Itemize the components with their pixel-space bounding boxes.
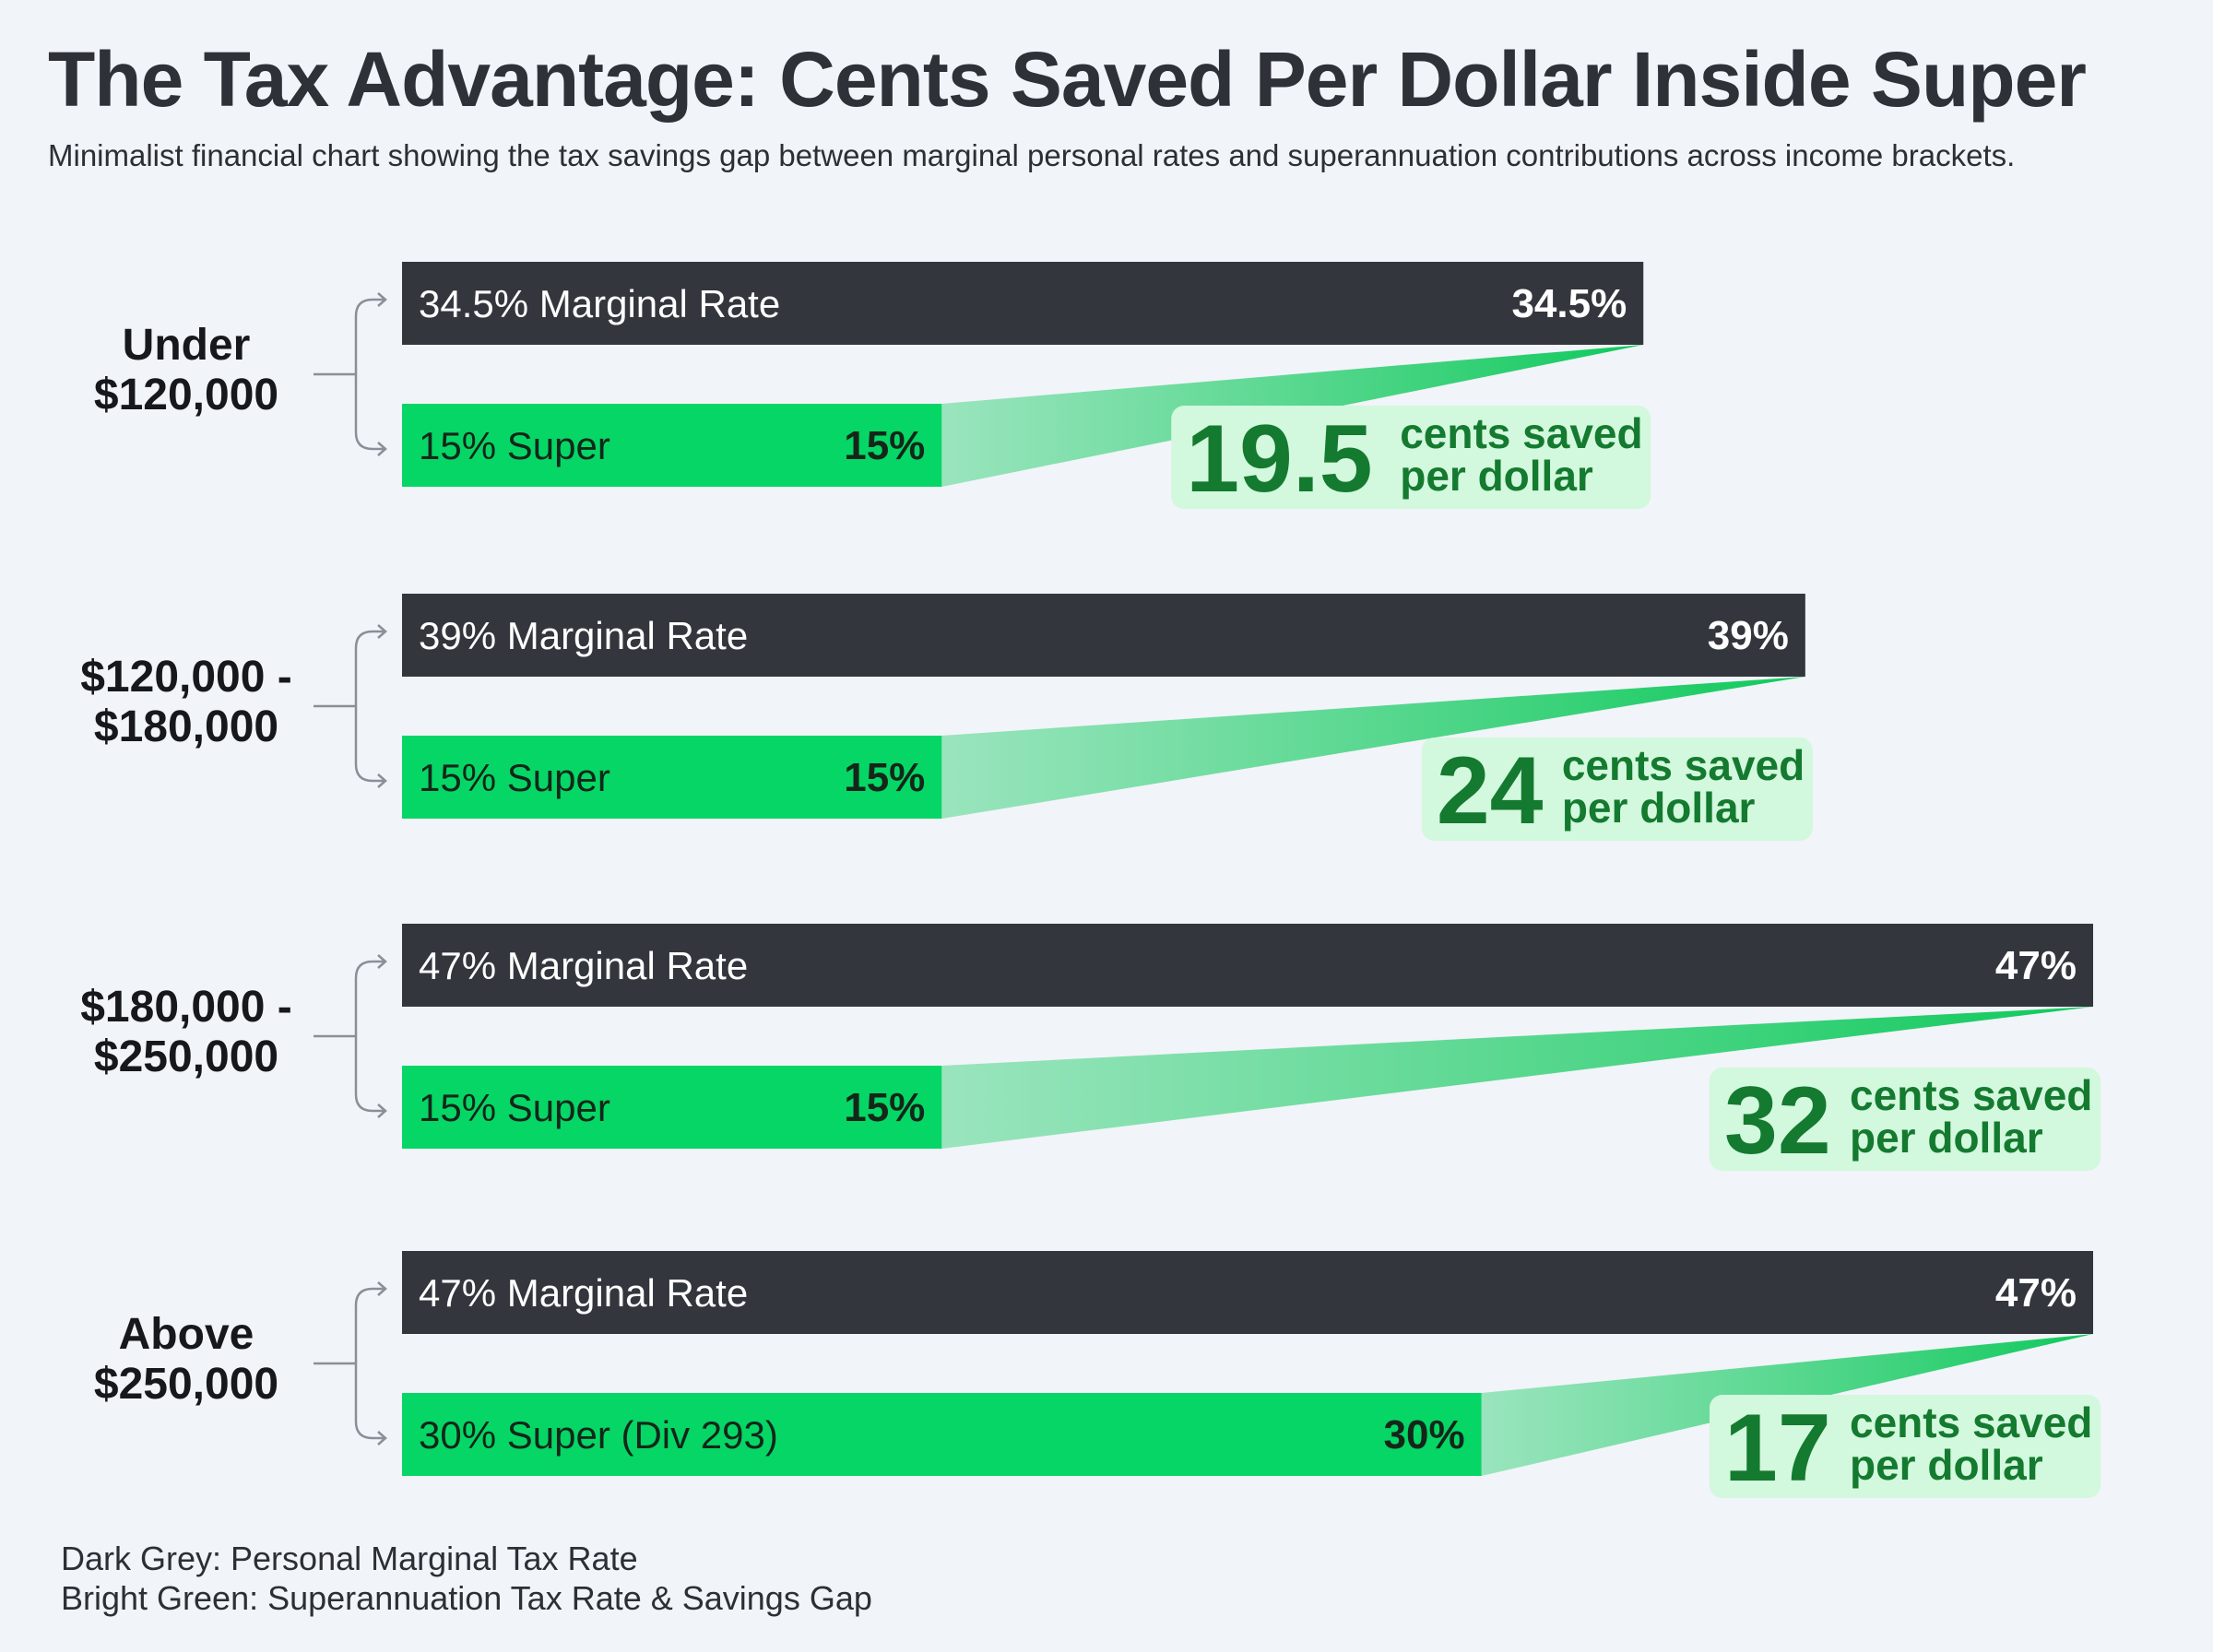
savings-value: 17 xyxy=(1724,1395,1831,1502)
chart-title: The Tax Advantage: Cents Saved Per Dolla… xyxy=(48,36,2087,123)
marginal-value-label: 34.5% xyxy=(1511,281,1627,326)
legend-dark-grey: Dark Grey: Personal Marginal Tax Rate xyxy=(61,1540,638,1577)
savings-value: 24 xyxy=(1437,738,1544,844)
bracket-group-2: 39% Marginal Rate 39% 15% Super 15% $120,000… xyxy=(80,594,1813,844)
marginal-bar-label: 47% Marginal Rate xyxy=(419,944,748,987)
marginal-bar-label: 39% Marginal Rate xyxy=(419,614,748,657)
category-label: Under $120,000 xyxy=(94,321,278,419)
super-rate-bar xyxy=(402,404,942,487)
marginal-bar-label: 47% Marginal Rate xyxy=(419,1271,748,1315)
category-label-line: $250,000 xyxy=(94,1360,278,1409)
savings-unit-line: per dollar xyxy=(1400,452,1593,500)
category-label-line: Under xyxy=(123,321,251,370)
savings-badge xyxy=(1171,406,1651,509)
legend-bright-green: Bright Green: Superannuation Tax Rate & … xyxy=(61,1579,872,1617)
super-bar-label: 15% Super xyxy=(419,756,610,799)
savings-unit-line: per dollar xyxy=(1850,1441,2043,1489)
category-label: $120,000 -$180,000 xyxy=(80,653,292,751)
super-bar-label: 15% Super xyxy=(419,1086,610,1129)
super-rate-bar xyxy=(402,1393,1482,1476)
bracket-connector xyxy=(314,624,387,788)
chart-subtitle: Minimalist financial chart showing the t… xyxy=(48,138,2016,172)
savings-value: 19.5 xyxy=(1186,406,1372,513)
marginal-rate-bar xyxy=(402,924,2093,1007)
bracket-group-4: 47% Marginal Rate 47% 30% Super (Div 293) 3… xyxy=(94,1251,2101,1502)
bracket-connector xyxy=(314,954,387,1118)
savings-unit: cents saved per dollar xyxy=(1400,409,1642,500)
savings-gap-ribbon xyxy=(941,345,1644,487)
bracket-connector xyxy=(314,1281,387,1446)
savings-badge xyxy=(1710,1395,2101,1498)
super-rate-bar xyxy=(402,736,942,819)
savings-unit-line: cents saved xyxy=(1562,741,1805,789)
savings-badge xyxy=(1710,1068,2101,1171)
super-rate-bar xyxy=(402,1066,942,1149)
category-label: Above $250,000 xyxy=(94,1310,278,1409)
category-label-line: $250,000 xyxy=(94,1032,278,1081)
savings-unit-line: per dollar xyxy=(1562,784,1756,832)
bracket-group-3: 47% Marginal Rate 47% 15% Super 15% $180,000… xyxy=(80,924,2101,1174)
super-bar-label: 15% Super xyxy=(419,424,610,467)
super-value-label: 15% xyxy=(844,423,925,468)
marginal-rate-bar xyxy=(402,594,1805,677)
marginal-rate-bar xyxy=(402,262,1644,345)
super-value-label: 15% xyxy=(844,755,925,800)
marginal-value-label: 39% xyxy=(1708,613,1789,658)
super-bar-label: 30% Super (Div 293) xyxy=(419,1413,778,1457)
bracket-group-1: 34.5% Marginal Rate 34.5% 15% Super 15% Unde… xyxy=(94,262,1651,513)
super-value-label: 15% xyxy=(844,1085,925,1130)
savings-unit-line: per dollar xyxy=(1850,1114,2043,1162)
marginal-value-label: 47% xyxy=(1995,1270,2077,1316)
marginal-bar-label: 34.5% Marginal Rate xyxy=(419,282,780,325)
savings-badge xyxy=(1421,738,1813,841)
category-label-line: $120,000 xyxy=(94,371,278,419)
category-label-line: $120,000 - xyxy=(80,653,292,702)
category-label-line: $180,000 - xyxy=(80,983,292,1032)
bracket-connector xyxy=(314,292,387,456)
savings-unit: cents saved per dollar xyxy=(1850,1398,2092,1489)
savings-unit-line: cents saved xyxy=(1850,1398,2092,1446)
savings-unit-line: cents saved xyxy=(1400,409,1642,457)
category-label-line: $180,000 xyxy=(94,702,278,751)
savings-unit: cents saved per dollar xyxy=(1562,741,1805,832)
category-label-line: Above xyxy=(119,1310,254,1359)
savings-unit: cents saved per dollar xyxy=(1850,1071,2092,1162)
category-label: $180,000 -$250,000 xyxy=(80,983,292,1081)
savings-gap-ribbon xyxy=(941,1007,2094,1149)
marginal-rate-bar xyxy=(402,1251,2093,1334)
marginal-value-label: 47% xyxy=(1995,943,2077,988)
super-value-label: 30% xyxy=(1384,1412,1465,1457)
savings-unit-line: cents saved xyxy=(1850,1071,2092,1119)
savings-value: 32 xyxy=(1724,1068,1831,1174)
savings-gap-ribbon xyxy=(941,677,1805,819)
